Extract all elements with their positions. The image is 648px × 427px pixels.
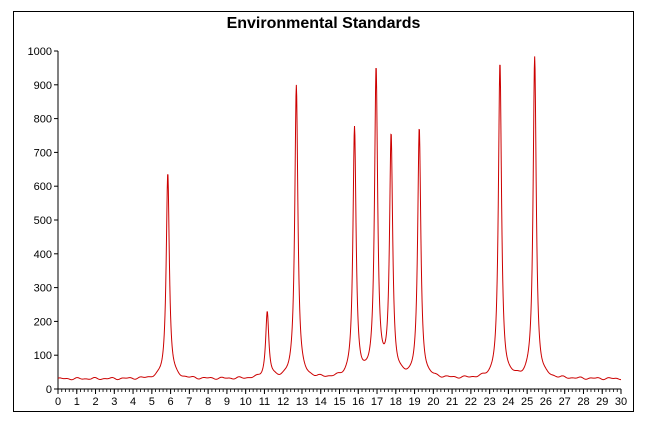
y-tick-label: 0 xyxy=(46,384,52,396)
x-tick-label: 21 xyxy=(446,396,458,408)
y-tick-label: 900 xyxy=(34,80,52,92)
x-tick-label: 7 xyxy=(186,396,192,408)
y-tick-label: 200 xyxy=(34,316,52,328)
x-tick-label: 8 xyxy=(205,396,211,408)
x-tick-label: 1 xyxy=(74,396,80,408)
x-tick-label: 19 xyxy=(408,396,420,408)
x-tick-label: 27 xyxy=(559,396,571,408)
y-tick-label: 400 xyxy=(34,249,52,261)
x-tick-label: 26 xyxy=(540,396,552,408)
x-tick-label: 25 xyxy=(521,396,533,408)
y-tick-label: 100 xyxy=(34,350,52,362)
x-tick-label: 10 xyxy=(240,396,252,408)
chart-frame: Environmental Standards xyxy=(13,11,634,412)
series-line xyxy=(57,56,621,381)
series xyxy=(57,56,621,381)
x-tick-label: 24 xyxy=(502,396,514,408)
x-tick-label: 29 xyxy=(596,396,608,408)
x-tick-label: 4 xyxy=(130,396,136,408)
x-tick-label: 16 xyxy=(352,396,364,408)
x-tick-label: 0 xyxy=(55,396,61,408)
chart-title: Environmental Standards xyxy=(226,15,421,32)
x-tick-label: 28 xyxy=(577,396,589,408)
y-tick-label: 800 xyxy=(34,114,52,126)
x-tick-label: 18 xyxy=(390,396,402,408)
x-tick-label: 5 xyxy=(149,396,155,408)
x-tick-label: 17 xyxy=(371,396,383,408)
x-tick-label: 2 xyxy=(92,396,98,408)
x-tick-label: 9 xyxy=(224,396,230,408)
x-tick-label: 30 xyxy=(615,396,627,408)
x-tick-label: 11 xyxy=(259,396,270,408)
x-tick-label: 14 xyxy=(315,396,327,408)
x-tick-label: 15 xyxy=(333,396,345,408)
x-tick-label: 6 xyxy=(168,396,174,408)
y-tick-label: 600 xyxy=(34,181,52,193)
y-tick-label: 300 xyxy=(34,283,52,295)
x-tick-label: 13 xyxy=(296,396,308,408)
x-tick-label: 3 xyxy=(111,396,117,408)
x-tick-label: 20 xyxy=(427,396,439,408)
y-tick-label: 500 xyxy=(34,215,52,227)
x-tick-label: 23 xyxy=(484,396,496,408)
x-tick-label: 12 xyxy=(277,396,289,408)
y-tick-label: 1000 xyxy=(28,46,52,58)
x-tick-label: 22 xyxy=(465,396,477,408)
y-tick-label: 700 xyxy=(34,147,52,159)
